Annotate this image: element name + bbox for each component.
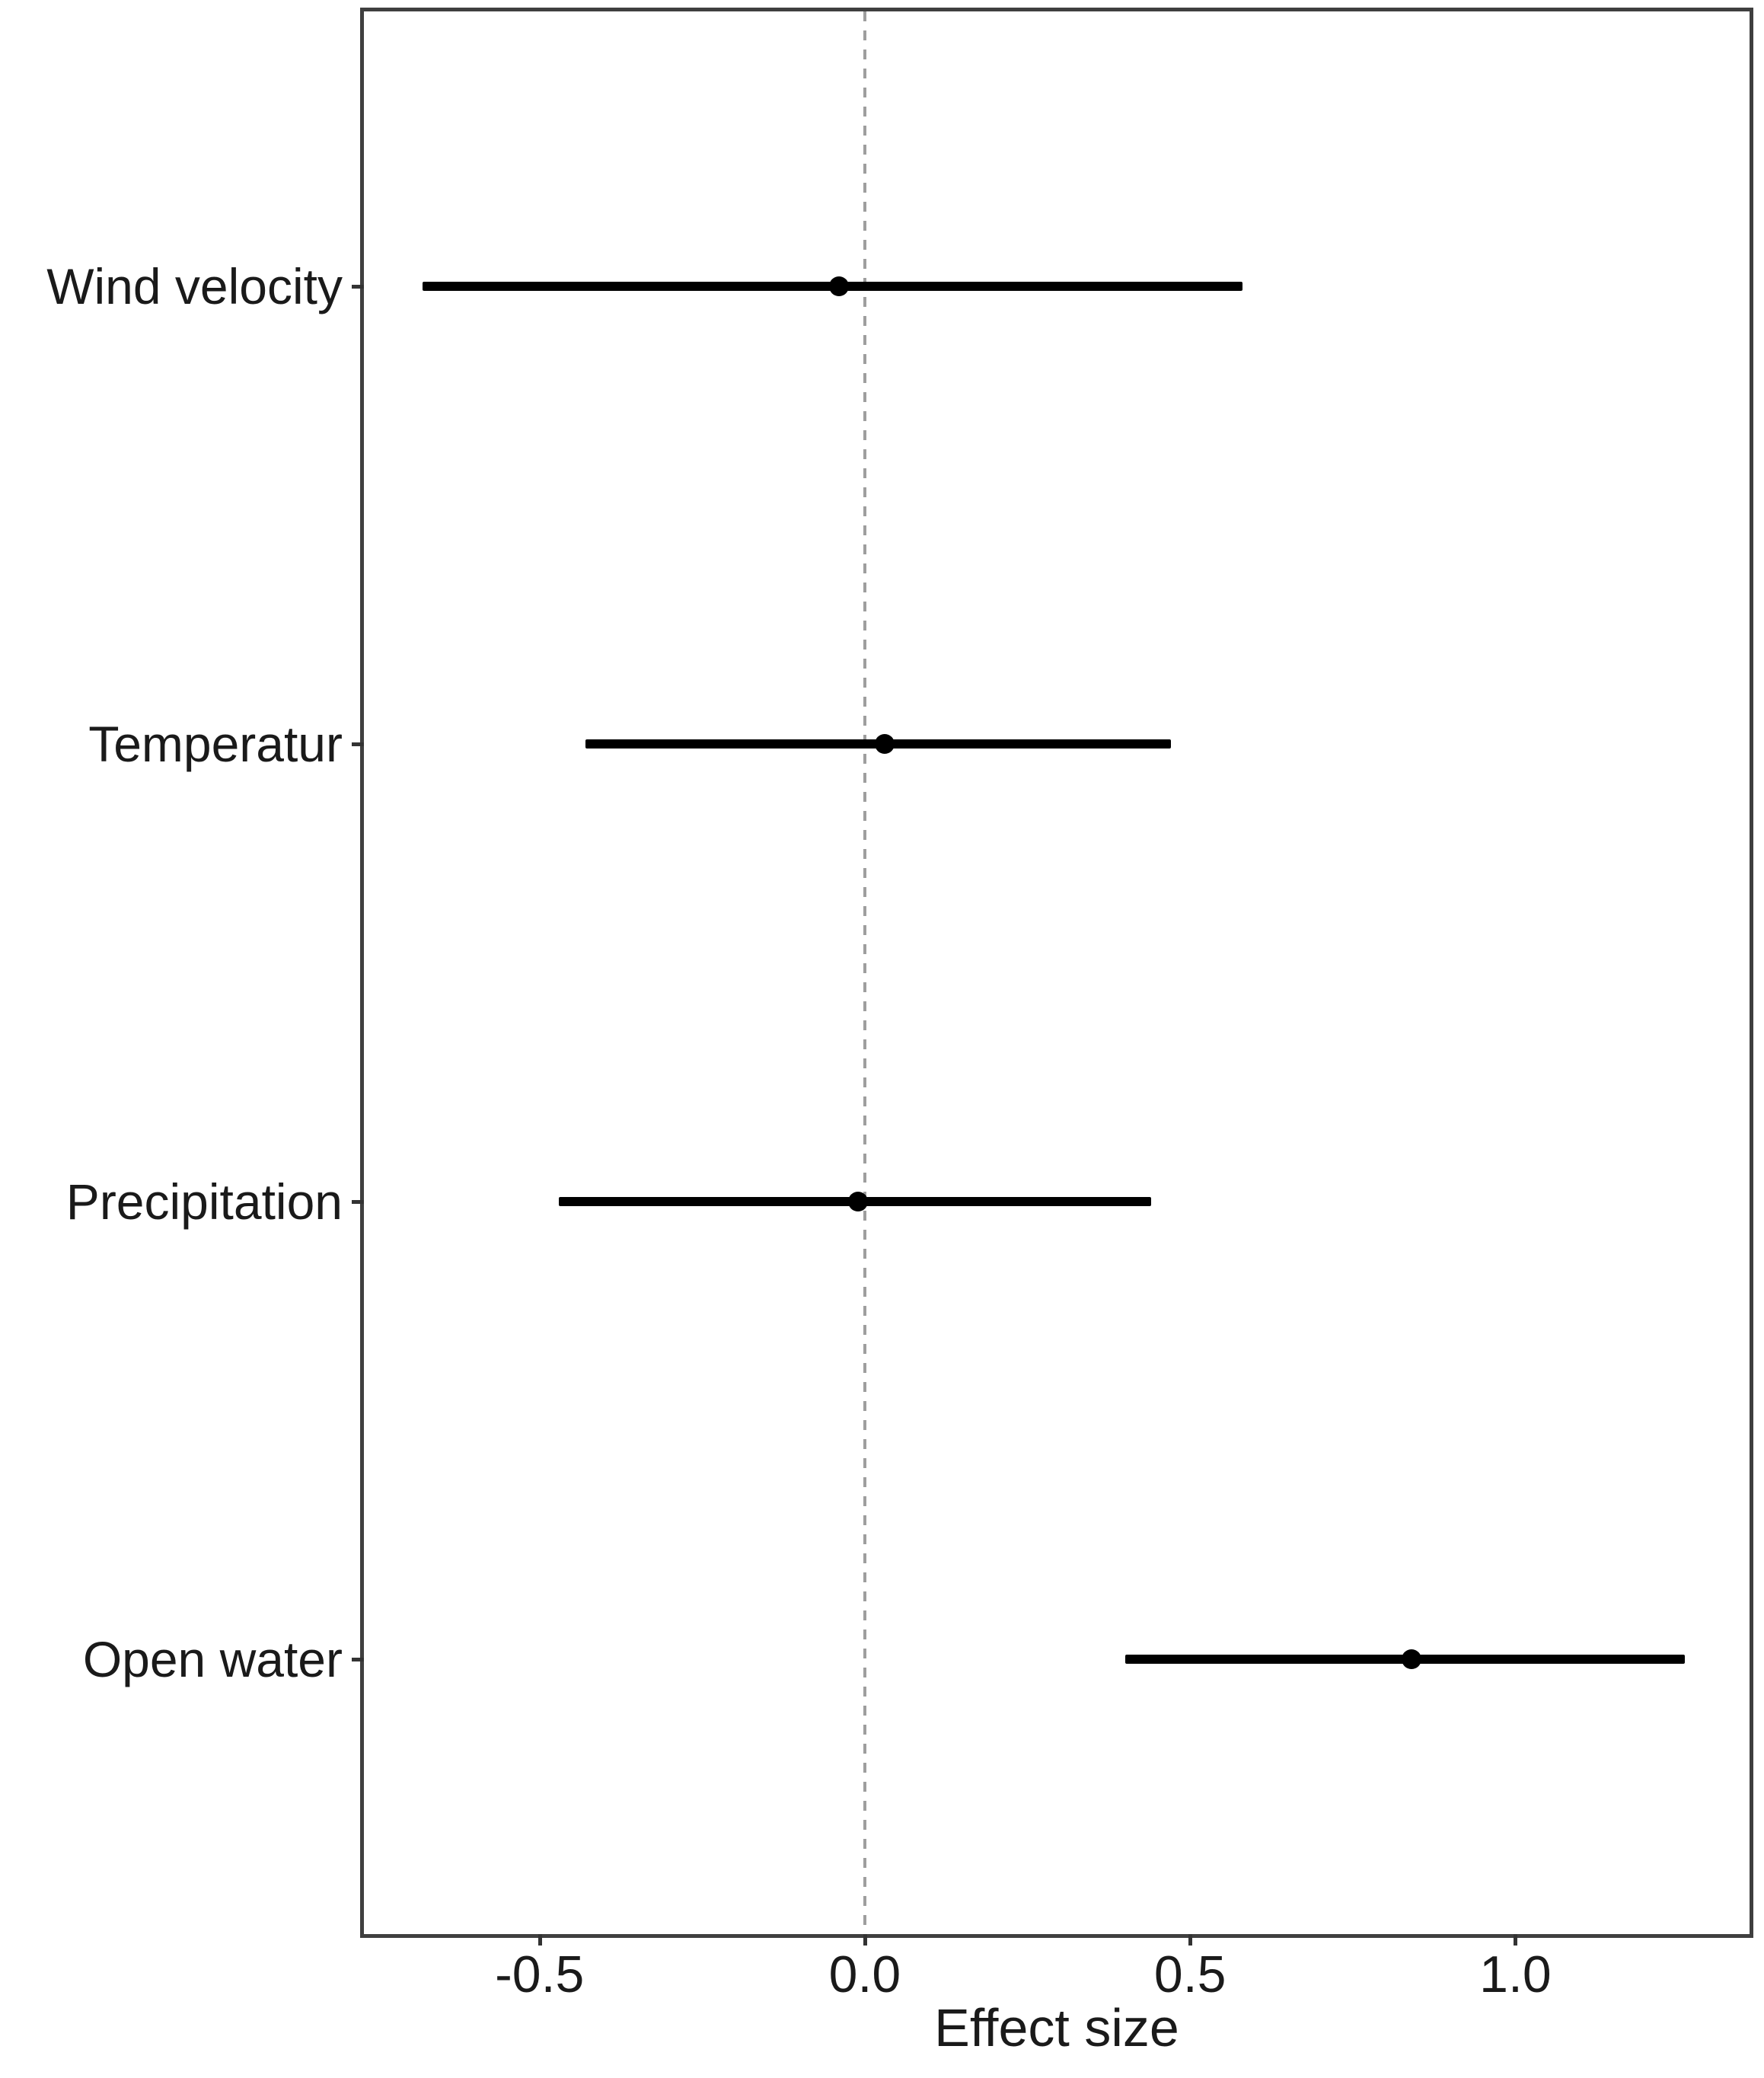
y-axis-label: Precipitation <box>65 1173 343 1231</box>
zero-reference-line <box>863 11 866 1934</box>
y-axis-tick <box>352 284 364 289</box>
point-estimate <box>848 1192 869 1212</box>
x-axis-tick-label: -0.5 <box>495 1946 585 2003</box>
x-axis-tick-label: 1.0 <box>1479 1946 1552 2003</box>
y-axis-tick <box>352 1200 364 1205</box>
y-axis-label: Wind velocity <box>46 257 343 314</box>
x-axis-tick <box>537 1934 542 1946</box>
point-estimate <box>874 733 895 754</box>
point-estimate <box>828 276 849 296</box>
y-axis-tick <box>352 742 364 746</box>
point-estimate <box>1401 1649 1421 1670</box>
x-axis-tick-label: 0.5 <box>1153 1946 1227 2003</box>
x-axis-tick-label: 0.0 <box>828 1946 901 2003</box>
y-axis-label: Open water <box>82 1631 343 1688</box>
x-axis-tick <box>1188 1934 1193 1946</box>
x-axis-tick <box>1514 1934 1518 1946</box>
x-axis-title: Effect size <box>934 1998 1179 2057</box>
y-axis-tick <box>352 1658 364 1662</box>
x-axis-tick <box>863 1934 867 1946</box>
y-axis-label: Temperatur <box>88 715 343 772</box>
plot-panel-border <box>360 8 1753 1938</box>
